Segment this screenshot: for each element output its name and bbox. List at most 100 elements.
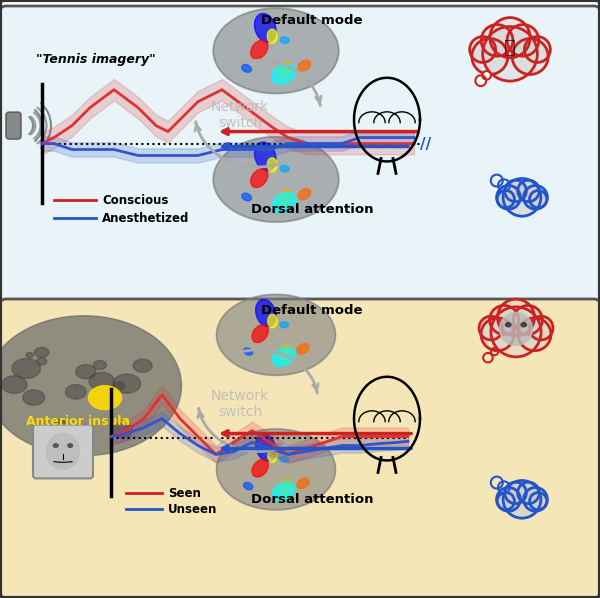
Ellipse shape [23,390,45,405]
Ellipse shape [93,361,106,370]
Ellipse shape [252,459,268,477]
Ellipse shape [280,37,289,44]
FancyBboxPatch shape [0,6,600,311]
Text: Default mode: Default mode [261,14,363,28]
Ellipse shape [279,344,291,360]
Ellipse shape [298,188,311,200]
Ellipse shape [298,60,311,71]
Circle shape [475,75,486,86]
Circle shape [518,318,551,350]
Circle shape [497,493,514,509]
Ellipse shape [272,193,296,213]
Ellipse shape [252,325,268,343]
Circle shape [514,306,542,334]
Circle shape [497,185,520,209]
Ellipse shape [254,14,276,42]
Ellipse shape [521,323,527,327]
FancyBboxPatch shape [33,425,93,478]
Circle shape [524,487,547,511]
Ellipse shape [280,322,289,328]
Ellipse shape [26,352,34,358]
Circle shape [518,482,539,504]
Ellipse shape [34,347,49,358]
Circle shape [505,482,526,504]
Text: Anterior insula: Anterior insula [26,415,130,428]
Ellipse shape [37,358,47,365]
Ellipse shape [280,166,289,172]
Ellipse shape [52,419,65,429]
Ellipse shape [242,65,251,72]
Ellipse shape [68,444,73,447]
Circle shape [497,299,535,336]
FancyBboxPatch shape [6,112,21,139]
Ellipse shape [279,190,292,206]
Ellipse shape [267,29,277,43]
Ellipse shape [89,386,121,410]
Ellipse shape [112,423,133,438]
Ellipse shape [272,347,295,367]
Circle shape [524,185,547,209]
Ellipse shape [47,434,79,469]
Ellipse shape [256,434,276,461]
Text: Default mode: Default mode [261,304,363,318]
Ellipse shape [244,483,253,490]
Text: Dorsal attention: Dorsal attention [251,493,373,506]
Ellipse shape [280,456,289,462]
Ellipse shape [279,61,292,77]
Circle shape [490,306,518,334]
Ellipse shape [505,323,511,327]
Circle shape [512,38,548,75]
Ellipse shape [0,316,182,456]
Text: "Tennis imagery": "Tennis imagery" [36,53,156,66]
Ellipse shape [251,169,268,188]
Ellipse shape [272,482,295,501]
Circle shape [490,17,530,58]
Text: Dorsal attention: Dorsal attention [251,203,373,216]
Ellipse shape [217,294,335,376]
Ellipse shape [113,382,125,390]
Ellipse shape [242,193,251,201]
Circle shape [472,38,508,75]
Ellipse shape [256,300,276,327]
Text: Network
switch: Network switch [211,100,269,130]
Ellipse shape [279,479,291,495]
Circle shape [470,36,496,62]
Text: Unseen: Unseen [168,503,217,516]
Ellipse shape [297,344,309,354]
FancyBboxPatch shape [0,299,600,598]
Circle shape [507,25,539,56]
Circle shape [530,191,547,208]
Ellipse shape [499,312,533,345]
Ellipse shape [214,8,338,93]
Circle shape [497,191,514,208]
Ellipse shape [2,376,27,393]
Circle shape [530,493,547,509]
Circle shape [481,25,513,56]
Ellipse shape [65,385,86,399]
Circle shape [482,26,538,81]
Circle shape [503,481,541,518]
Circle shape [518,180,539,202]
Ellipse shape [76,365,96,379]
Text: Network
switch: Network switch [211,389,269,419]
Ellipse shape [113,374,140,393]
Circle shape [503,178,541,216]
Text: 🎾: 🎾 [504,38,516,57]
Ellipse shape [267,158,277,172]
Ellipse shape [12,358,40,379]
Ellipse shape [251,40,268,59]
Ellipse shape [268,315,277,328]
Text: Conscious: Conscious [102,194,169,207]
Ellipse shape [214,137,338,222]
Ellipse shape [244,348,253,355]
Ellipse shape [268,449,277,462]
Circle shape [479,316,503,340]
Ellipse shape [254,142,276,170]
Ellipse shape [272,64,296,84]
Ellipse shape [133,359,152,373]
Text: Seen: Seen [168,487,201,500]
Text: //: // [421,137,431,152]
Text: Anesthetized: Anesthetized [102,212,190,225]
Ellipse shape [89,373,115,390]
Circle shape [482,71,491,80]
